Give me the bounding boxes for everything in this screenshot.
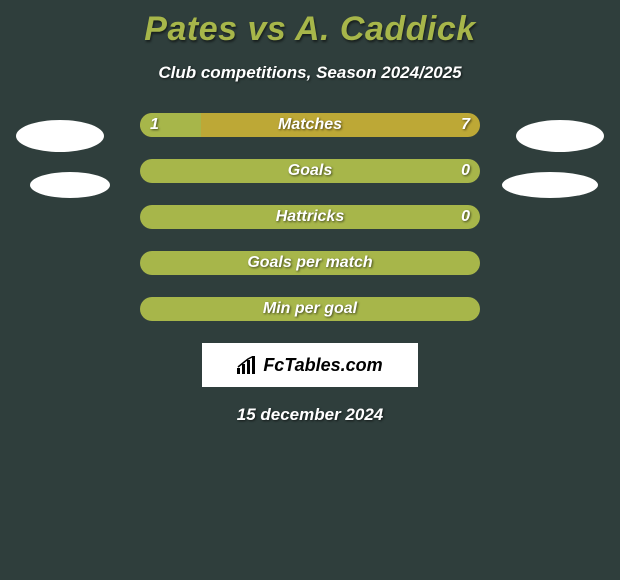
- stat-label: Goals: [140, 159, 480, 183]
- date-text: 15 december 2024: [0, 405, 620, 425]
- stat-value-right: 0: [461, 205, 470, 229]
- avatar-placeholder: [516, 120, 604, 152]
- stat-label: Matches: [140, 113, 480, 137]
- chart-icon: [237, 356, 259, 374]
- brand-label: FcTables.com: [263, 355, 382, 376]
- stat-label: Hattricks: [140, 205, 480, 229]
- stat-label: Goals per match: [140, 251, 480, 275]
- stat-value-right: 7: [461, 113, 470, 137]
- stat-label: Min per goal: [140, 297, 480, 321]
- subtitle: Club competitions, Season 2024/2025: [0, 63, 620, 83]
- stat-row: Min per goal: [140, 297, 480, 321]
- avatar-placeholder: [502, 172, 598, 198]
- brand-text: FcTables.com: [237, 355, 382, 376]
- page-title: Pates vs A. Caddick: [0, 0, 620, 49]
- stat-row: Goals0: [140, 159, 480, 183]
- stat-value-left: 1: [150, 113, 159, 137]
- stats-container: Matches17Goals0Hattricks0Goals per match…: [140, 113, 480, 321]
- avatar-placeholder: [16, 120, 104, 152]
- stat-row: Goals per match: [140, 251, 480, 275]
- stat-value-right: 0: [461, 159, 470, 183]
- avatar-placeholder: [30, 172, 110, 198]
- stat-row: Matches1 7: [140, 113, 480, 137]
- brand-badge: FcTables.com: [202, 343, 418, 387]
- stat-row: Hattricks0: [140, 205, 480, 229]
